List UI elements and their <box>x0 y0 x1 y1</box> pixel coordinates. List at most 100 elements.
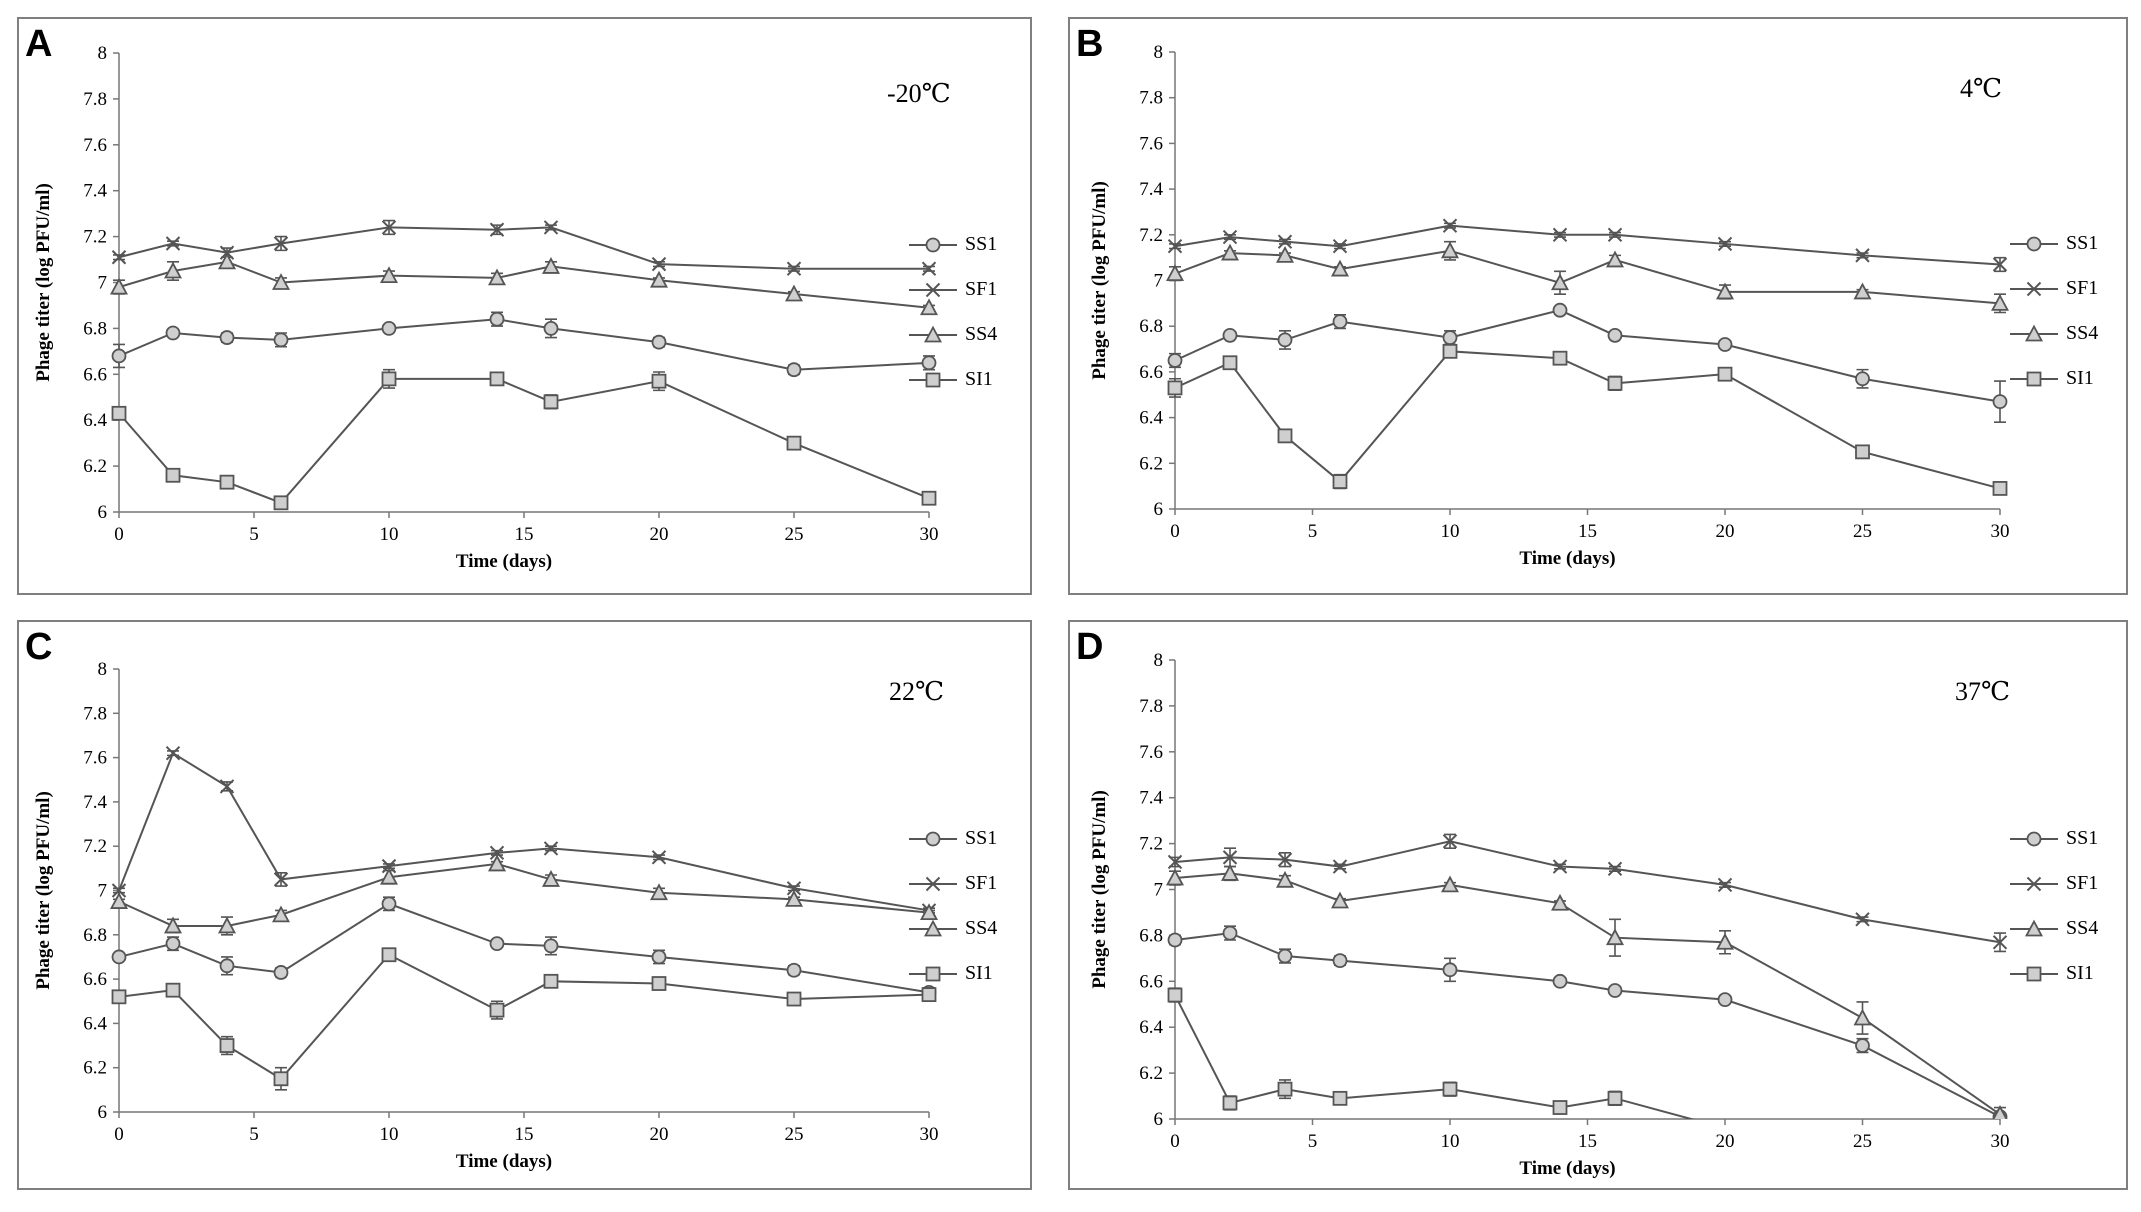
series-ss1 <box>111 311 937 378</box>
legend-item: SS4 <box>907 315 1027 360</box>
data-point-si1 <box>1222 1095 1238 1111</box>
legend-marker-si1 <box>925 372 941 388</box>
y-tick-label: 6.8 <box>83 925 107 946</box>
y-tick-label: 6.6 <box>83 969 107 990</box>
x-tick-label: 20 <box>1716 521 1735 542</box>
data-point-ss1 <box>1552 973 1568 989</box>
legend-marker-sf1 <box>2026 281 2042 297</box>
legend-label: SI1 <box>2066 962 2094 984</box>
series-line-si1 <box>1174 994 1695 1119</box>
data-point-sf1 <box>1167 239 1183 254</box>
data-point-ss4 <box>1220 243 1240 261</box>
data-point-si1 <box>543 394 559 410</box>
legend-swatch <box>909 372 957 388</box>
x-tick-label: 25 <box>1853 521 1872 542</box>
series-line-sf1 <box>118 751 930 912</box>
x-tick-label: 30 <box>920 1124 939 1145</box>
data-point-ss4 <box>1605 928 1625 946</box>
data-point-ss1 <box>1332 953 1348 969</box>
data-point-sf1 <box>111 250 127 265</box>
data-point-ss1 <box>1717 337 1733 352</box>
data-point-sf1 <box>1277 852 1293 867</box>
legend-swatch <box>909 325 957 343</box>
y-tick-label: 7.6 <box>1139 133 1163 154</box>
data-point-ss4 <box>487 854 507 872</box>
x-tick-label: 10 <box>380 524 399 545</box>
data-point-si1 <box>651 373 667 389</box>
data-point-ss1 <box>111 348 127 364</box>
legend-item: SI1 <box>907 360 1027 405</box>
y-tick-label: 7.4 <box>1139 179 1163 200</box>
legend-item: SF1 <box>907 864 1027 909</box>
data-point-ss4 <box>1853 1008 1872 1026</box>
data-point-si1 <box>1442 343 1458 359</box>
data-point-ss4 <box>487 268 507 286</box>
data-point-si1 <box>1277 1081 1293 1097</box>
data-point-ss1 <box>489 936 505 952</box>
data-point-sf1 <box>111 883 127 898</box>
data-point-ss4 <box>1165 868 1185 886</box>
legend-swatch <box>909 237 957 253</box>
y-tick-label: 7.4 <box>1139 788 1163 809</box>
legend-b: SS1 SF1 SS4 SI1 <box>2008 224 2128 404</box>
legend-marker-si1 <box>925 966 941 982</box>
data-point-sf1 <box>1332 859 1348 874</box>
data-point-ss4 <box>1440 875 1460 893</box>
data-point-sf1 <box>165 745 181 761</box>
series-sf1 <box>1167 833 2008 953</box>
data-point-sf1 <box>1992 257 2008 272</box>
data-point-ss1 <box>219 330 235 345</box>
data-point-si1 <box>111 405 127 421</box>
data-point-sf1 <box>786 881 802 896</box>
panel-c: 6 6.2 6.4 6.6 6.8 7 7.2 7.4 7.6 7.8 8 0 5 10 15 20 25 30 T… <box>17 620 1032 1190</box>
legend-d: SS1 SF1 SS4 SI1 <box>2008 819 2128 999</box>
y-tick-label: 6.8 <box>1139 925 1163 946</box>
x-tick-label: 15 <box>515 1124 534 1145</box>
data-point-ss1 <box>1442 330 1458 346</box>
x-tick-label: 10 <box>1441 521 1460 542</box>
chart-panel-a-plot: 6 6.2 6.4 6.6 6.8 7 7.2 7.4 7.6 7.8 8 0 5 10 15 20 25 30 T… <box>33 43 939 572</box>
y-tick-label: 6 <box>1154 1109 1164 1130</box>
legend-swatch <box>909 282 957 298</box>
data-point-si1 <box>381 371 397 387</box>
legend-item: SS1 <box>2008 224 2128 269</box>
x-tick-label: 5 <box>1308 521 1318 542</box>
error-bar <box>1994 1126 2006 1131</box>
legend-swatch <box>2010 876 2058 892</box>
data-point-ss4 <box>1220 864 1240 881</box>
data-point-sf1 <box>1552 859 1568 874</box>
data-point-si1 <box>219 474 235 490</box>
data-point-ss1 <box>111 949 127 965</box>
data-point-sf1 <box>651 256 667 272</box>
series-ss1 <box>111 896 937 1000</box>
data-point-ss1 <box>1277 332 1293 348</box>
panel-d: 6 6.2 6.4 6.6 6.8 7 7.2 7.4 7.6 7.8 8 0 5 10 15 20 25 30 T… <box>1068 620 2128 1190</box>
legend-label: SI1 <box>2066 367 2094 389</box>
legend-marker-ss4 <box>923 919 943 937</box>
data-point-ss1 <box>273 965 289 980</box>
data-point-sf1 <box>273 872 289 887</box>
legend-swatch <box>2010 831 2058 847</box>
data-point-ss4 <box>1275 870 1295 888</box>
y-tick-label: 7.2 <box>1139 225 1163 246</box>
x-tick-label: 5 <box>1308 1131 1318 1152</box>
series-si1 <box>1167 343 2008 496</box>
legend-label: SI1 <box>965 962 993 984</box>
data-point-si1 <box>1552 1100 1568 1115</box>
data-point-ss4 <box>1715 282 1735 300</box>
data-point-sf1 <box>273 236 289 251</box>
legend-item: SI1 <box>2008 359 2128 404</box>
legend-label: SS1 <box>965 233 998 255</box>
data-point-si1 <box>1167 987 1183 1003</box>
data-point-sf1 <box>1222 229 1238 245</box>
series-line-sf1 <box>118 226 929 270</box>
x-tick-label: 25 <box>785 524 804 545</box>
x-tick-label: 30 <box>1991 521 2010 542</box>
y-tick-label: 7.8 <box>1139 88 1163 109</box>
data-point-si1 <box>1992 481 2008 496</box>
y-tick-label: 6.6 <box>83 364 107 385</box>
legend-swatch <box>2010 919 2058 937</box>
y-tick-label: 7 <box>1154 880 1164 901</box>
y-tick-label: 7.8 <box>83 89 107 110</box>
y-tick-label: 7.2 <box>83 836 107 857</box>
